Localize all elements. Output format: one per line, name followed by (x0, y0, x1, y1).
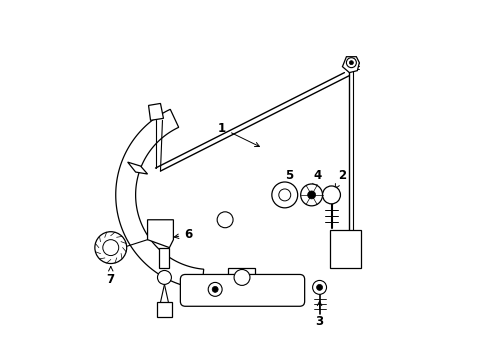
Circle shape (307, 191, 315, 199)
Circle shape (300, 184, 322, 206)
Circle shape (208, 282, 222, 296)
Polygon shape (159, 248, 169, 267)
Circle shape (212, 287, 218, 292)
FancyBboxPatch shape (329, 230, 361, 267)
Polygon shape (342, 57, 359, 73)
Polygon shape (227, 267, 254, 287)
Text: 4: 4 (312, 168, 321, 188)
Text: 2: 2 (335, 168, 346, 189)
Polygon shape (147, 220, 173, 248)
Text: 7: 7 (106, 266, 115, 286)
Text: 1: 1 (218, 122, 259, 147)
Polygon shape (148, 103, 163, 120)
Circle shape (95, 232, 126, 264)
Circle shape (278, 189, 290, 201)
Polygon shape (127, 162, 147, 174)
FancyBboxPatch shape (180, 274, 304, 306)
Circle shape (322, 186, 340, 204)
Circle shape (346, 58, 356, 68)
Text: 6: 6 (174, 228, 192, 241)
Text: 3: 3 (315, 301, 323, 328)
Circle shape (271, 182, 297, 208)
Circle shape (234, 270, 249, 285)
Circle shape (312, 280, 326, 294)
Text: 5: 5 (284, 168, 292, 188)
Circle shape (217, 212, 233, 228)
Circle shape (349, 61, 353, 65)
Polygon shape (156, 302, 172, 317)
Circle shape (157, 270, 171, 284)
Polygon shape (116, 109, 203, 289)
Circle shape (102, 240, 119, 256)
Circle shape (316, 284, 322, 291)
